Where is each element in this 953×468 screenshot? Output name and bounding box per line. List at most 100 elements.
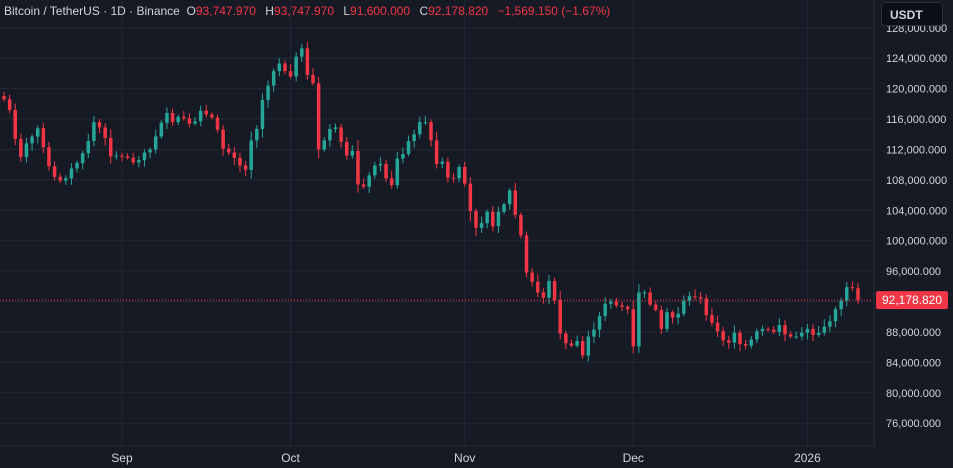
candle-body <box>715 322 720 332</box>
candle-body <box>822 326 827 333</box>
candle-body <box>710 315 714 323</box>
candle-body <box>176 116 180 123</box>
candle-body <box>69 168 74 179</box>
candle-body <box>541 292 546 298</box>
candle-body <box>226 148 231 153</box>
candle-body <box>698 296 703 299</box>
candle-body <box>384 163 388 179</box>
candle-body <box>204 110 209 115</box>
candle-body <box>631 309 636 347</box>
symbol-title: Bitcoin / TetherUS · 1D · Binance <box>4 4 180 18</box>
candle-body <box>142 152 147 161</box>
price-tick-label: 88,000.000 <box>886 327 941 339</box>
candle-body <box>586 336 591 356</box>
candle-body <box>395 158 400 186</box>
candle-body <box>783 325 787 335</box>
time-axis[interactable]: Sep Oct Nov Dec 2026 <box>111 451 821 465</box>
ohlc-legend: Bitcoin / TetherUS · 1D · Binance O93,74… <box>4 4 610 18</box>
candle-body <box>423 122 428 124</box>
candle-body <box>704 298 709 316</box>
low-value: 91,600.000 <box>350 4 411 18</box>
candle-body <box>333 127 338 129</box>
candle-body <box>373 165 377 176</box>
candle-body <box>305 48 310 75</box>
candle-body <box>75 163 79 169</box>
candle-body <box>536 281 540 293</box>
close-value: 92,178.820 <box>428 4 489 18</box>
candle-body <box>170 112 175 123</box>
candle-body <box>462 166 467 184</box>
candle-body <box>109 138 113 157</box>
price-tick-label: 116,000.000 <box>886 114 946 126</box>
candle-body <box>552 281 557 301</box>
candle-body <box>653 304 658 310</box>
candle-body <box>839 300 843 310</box>
candle-body <box>283 63 287 72</box>
candle-body <box>182 116 186 119</box>
candle-body <box>344 141 349 156</box>
price-axis[interactable]: 76,000.000 80,000.000 84,000.000 88,000.000… <box>876 23 948 430</box>
candle-body <box>580 341 585 356</box>
candle-body <box>255 128 259 141</box>
chart-grid <box>0 0 875 447</box>
candle-body <box>491 211 495 227</box>
candle-body <box>816 332 821 335</box>
candle-body <box>721 331 725 341</box>
candle-body <box>429 122 433 141</box>
candle-body <box>519 214 523 236</box>
candle-body <box>850 287 855 289</box>
price-tick-label: 96,000.000 <box>886 266 941 278</box>
time-tick-label: Dec <box>623 451 644 465</box>
candle-body <box>693 296 697 298</box>
candle-body <box>64 178 68 181</box>
candle-body <box>86 141 91 154</box>
candle-body <box>92 122 96 142</box>
candle-body <box>13 109 17 139</box>
candle-body <box>288 71 293 77</box>
candle-body <box>513 190 518 215</box>
currency-button[interactable]: USDT <box>881 2 943 26</box>
candle-body <box>642 292 647 294</box>
candle-body <box>794 336 798 338</box>
candle-body <box>749 339 753 346</box>
candle-body <box>524 235 529 273</box>
candle-body <box>193 121 197 124</box>
candle-body <box>153 136 158 150</box>
change-value: −1,569.150 (−1.67%) <box>497 4 611 18</box>
candle-body <box>165 112 169 123</box>
candle-body <box>80 153 85 164</box>
candle-body <box>507 190 512 205</box>
candle-body <box>114 155 119 157</box>
candle-body <box>187 118 192 124</box>
last-price-badge <box>876 291 948 310</box>
candle-body <box>811 328 815 335</box>
time-tick-label: Nov <box>454 451 475 465</box>
candle-body <box>300 48 304 57</box>
candle-body <box>418 122 422 135</box>
price-tick-label: 76,000.000 <box>886 418 941 430</box>
candle-body <box>485 211 489 224</box>
candle-body <box>378 163 383 166</box>
low-key: L <box>343 4 351 18</box>
price-tick-label: 108,000.000 <box>886 175 947 187</box>
candle-body <box>670 312 675 318</box>
candle-body <box>159 122 164 137</box>
candle-body <box>558 300 562 334</box>
candle-body <box>19 138 23 158</box>
candle-body <box>24 143 29 158</box>
candle-body <box>468 183 473 212</box>
candlestick-series <box>2 41 860 362</box>
price-tick-label: 120,000.000 <box>886 84 947 96</box>
candle-body <box>322 140 326 150</box>
candle-body <box>648 292 652 305</box>
candle-body <box>47 147 51 167</box>
candle-body <box>665 312 669 329</box>
candle-body <box>760 328 765 332</box>
candle-body <box>238 157 242 166</box>
candle-body <box>446 161 450 178</box>
candle-body <box>266 85 270 101</box>
candle-body <box>131 157 135 163</box>
candle-body <box>620 305 624 307</box>
candle-body <box>788 334 793 337</box>
